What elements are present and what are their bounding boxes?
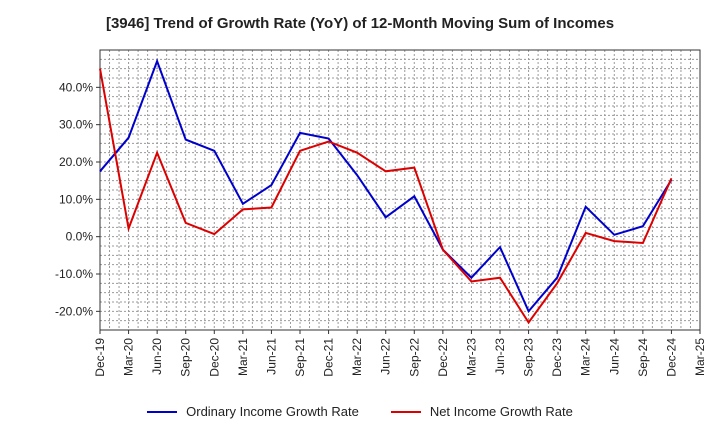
x-tick-label: Jun-24 bbox=[607, 338, 621, 375]
y-tick-label: 0.0% bbox=[66, 230, 94, 244]
x-tick-label: Sep-22 bbox=[407, 338, 421, 377]
legend-swatch-ordinary-income bbox=[147, 410, 178, 413]
x-tick-label: Dec-22 bbox=[436, 338, 450, 377]
label-layer: -20.0% -10.0% 0.0% 10.0% 20.0% 30.0% 40.0% Dec-… bbox=[55, 80, 707, 376]
axis-layer bbox=[96, 49, 701, 334]
y-tick-label: -20.0% bbox=[55, 304, 93, 318]
net-income-line bbox=[99, 68, 673, 325]
legend-label-net-income: Net Income Growth Rate bbox=[429, 404, 573, 419]
ordinary-income-line bbox=[99, 58, 673, 314]
x-tick-label: Jun-23 bbox=[493, 338, 507, 375]
x-tick-label: Jun-21 bbox=[264, 338, 278, 375]
x-tick-label: Mar-21 bbox=[236, 338, 250, 376]
x-tick-label: Mar-22 bbox=[350, 338, 364, 376]
series-layer bbox=[99, 58, 673, 325]
y-tick-label: -10.0% bbox=[55, 267, 93, 281]
plot-frame bbox=[99, 49, 701, 331]
legend-label-ordinary-income: Ordinary Income Growth Rate bbox=[186, 404, 359, 419]
x-tick-label: Jun-22 bbox=[379, 338, 393, 375]
grid-layer bbox=[100, 50, 700, 330]
x-tick-label: Sep-24 bbox=[636, 338, 650, 377]
x-tick-label: Jun-20 bbox=[150, 338, 164, 375]
legend-swatch-net-income bbox=[390, 410, 421, 413]
x-tick-label: Sep-21 bbox=[293, 338, 307, 377]
legend: Ordinary Income Growth Rate Net Income G… bbox=[0, 404, 720, 419]
x-tick-label: Mar-24 bbox=[579, 338, 593, 376]
x-tick-label: Dec-23 bbox=[550, 338, 564, 377]
x-tick-label: Mar-23 bbox=[464, 338, 478, 376]
legend-item-net-income: Net Income Growth Rate bbox=[390, 404, 573, 419]
y-tick-label: 30.0% bbox=[59, 118, 93, 132]
y-tick-label: 10.0% bbox=[59, 192, 93, 206]
x-tick-label: Dec-20 bbox=[207, 338, 221, 377]
y-tick-label: 20.0% bbox=[59, 155, 93, 169]
x-tick-label: Mar-20 bbox=[122, 338, 136, 376]
x-tick-label: Dec-24 bbox=[664, 338, 678, 377]
x-tick-label: Mar-25 bbox=[693, 338, 707, 376]
x-tick-label: Dec-21 bbox=[322, 338, 336, 377]
y-tick-label: 40.0% bbox=[59, 80, 93, 94]
x-tick-label: Sep-20 bbox=[179, 338, 193, 377]
legend-item-ordinary-income: Ordinary Income Growth Rate bbox=[147, 404, 359, 419]
x-tick-label: Dec-19 bbox=[93, 338, 107, 377]
chart-title: [3946] Trend of Growth Rate (YoY) of 12-… bbox=[105, 15, 615, 32]
x-tick-label: Sep-23 bbox=[522, 338, 536, 377]
